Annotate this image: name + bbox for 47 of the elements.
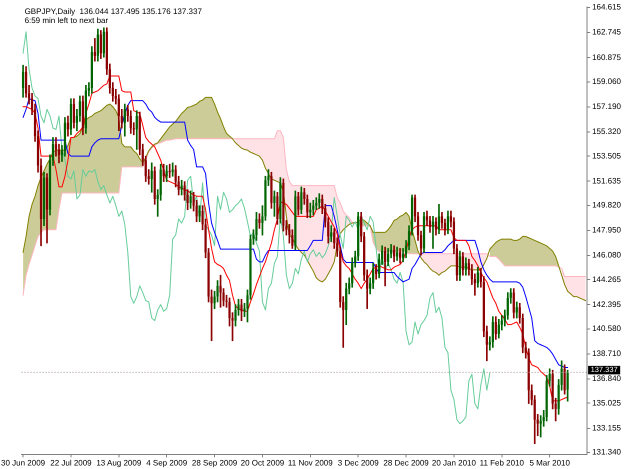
candlestick: [432, 216, 434, 249]
y-tick-label: 157.190: [592, 102, 622, 112]
x-tick-label: 4 Sep 2009: [146, 458, 188, 468]
chart-title: GBPJPY,Daily 136.044 137.495 135.176 137.337: [24, 6, 202, 16]
x-tick-label: 11 Nov 2009: [288, 458, 334, 468]
y-tick-label: 147.950: [592, 226, 622, 235]
x-tick-label: 20 Oct 2009: [240, 458, 285, 468]
y-tick-label: 162.745: [592, 28, 622, 37]
candlestick: [136, 110, 138, 150]
candlestick: [309, 202, 312, 218]
x-tick-label: 5 Mar 2010: [529, 458, 570, 468]
y-tick-label: 159.060: [592, 77, 622, 86]
candlestick: [162, 164, 165, 182]
candlestick: [150, 162, 153, 193]
candlestick: [512, 288, 515, 318]
x-tick-label: 13 Aug 2009: [96, 458, 142, 468]
x-tick-label: 20 Jan 2010: [432, 458, 476, 468]
y-tick-label: 136.840: [592, 374, 622, 384]
x-tick-label: 3 Dec 2009: [338, 458, 380, 468]
candlestick: [330, 225, 332, 242]
y-tick-label: 160.875: [592, 52, 622, 62]
y-tick-label: 133.155: [592, 423, 622, 432]
y-tick-label: 144.265: [592, 274, 622, 284]
y-tick-label: 155.320: [592, 127, 622, 136]
y-tick-label: 151.635: [592, 176, 622, 186]
candlestick: [498, 319, 500, 338]
y-tick-label: 140.580: [592, 324, 622, 334]
y-tick-label: 138.710: [592, 349, 622, 358]
candlestick: [312, 200, 314, 216]
candlestick: [154, 166, 156, 205]
x-tick-label: 28 Dec 2009: [383, 458, 430, 468]
y-tick-label: 164.615: [592, 2, 622, 12]
y-tick-label: 149.820: [592, 200, 622, 210]
text: 6:59 min left to next bar: [24, 16, 108, 25]
candlestick: [318, 193, 320, 209]
x-tick-label: 28 Sep 2009: [192, 458, 238, 468]
y-tick-label: 146.080: [592, 250, 622, 260]
y-tick-label: 135.025: [592, 398, 622, 408]
x-tick-label: 22 Jul 2009: [50, 458, 92, 468]
candlestick: [166, 165, 168, 182]
y-tick-label: 142.395: [592, 300, 622, 309]
candlestick: [124, 104, 126, 136]
x-tick-label: 30 Jun 2009: [1, 458, 46, 468]
x-tick-label: 11 Feb 2010: [480, 458, 525, 468]
y-tick-label: 131.340: [592, 448, 622, 457]
y-tick-label: 153.505: [592, 151, 622, 160]
candlestick: [516, 302, 518, 318]
